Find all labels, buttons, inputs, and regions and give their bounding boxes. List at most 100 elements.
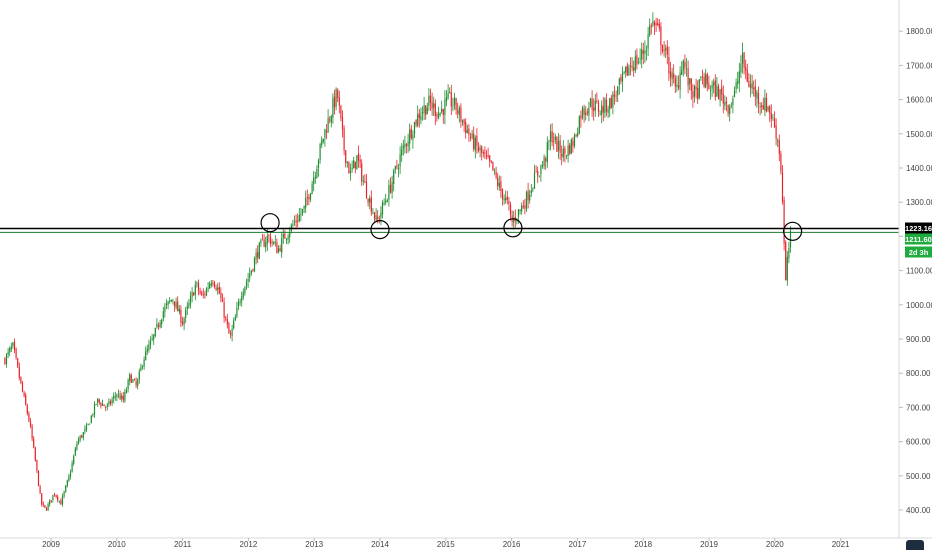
candle-body	[231, 328, 233, 336]
candle-body	[37, 470, 40, 487]
candle-body	[341, 117, 344, 130]
candle-body	[202, 294, 204, 296]
candle-body	[665, 48, 667, 51]
candle-body	[103, 404, 105, 407]
candle-body	[717, 86, 720, 100]
candle-body	[282, 234, 284, 238]
annotation-circle[interactable]	[503, 218, 523, 238]
candle-body	[666, 46, 668, 55]
candle-body	[508, 201, 510, 204]
candle-body	[300, 214, 302, 216]
candle-body	[762, 105, 764, 110]
candle-body	[292, 224, 294, 225]
candle-body	[242, 292, 244, 297]
candle-body	[602, 106, 604, 113]
candle-body	[63, 491, 65, 497]
candle-body	[74, 448, 76, 456]
candle-body	[541, 165, 544, 167]
candle-body	[661, 45, 664, 52]
candle-body	[157, 325, 160, 327]
candle-body	[97, 398, 99, 403]
candle-body	[301, 208, 304, 214]
candle-body	[679, 72, 681, 90]
candle-body	[337, 89, 339, 98]
candle-body	[676, 85, 678, 87]
candle-body	[586, 111, 588, 114]
candle-body	[407, 141, 409, 147]
x-tick-label: 2013	[305, 540, 323, 549]
candle-body	[162, 311, 164, 319]
candle-body	[433, 103, 435, 108]
candle-body	[770, 113, 772, 119]
candle-body	[321, 140, 323, 146]
candle-body	[546, 142, 548, 163]
y-tick-label: 500.00	[906, 472, 931, 481]
candle-body	[660, 26, 662, 46]
y-tick-label: 1100.00	[906, 267, 932, 276]
candle-body	[349, 170, 352, 174]
candle-body	[268, 235, 270, 236]
annotation-circle[interactable]	[260, 213, 280, 233]
candle-body	[754, 86, 756, 97]
candle-body	[45, 508, 48, 511]
candle-body	[82, 432, 84, 438]
candle-body	[652, 21, 654, 25]
candle-body	[383, 202, 385, 204]
y-tick-label: 600.00	[906, 438, 931, 447]
candle-body	[745, 67, 747, 71]
candle-body	[9, 348, 11, 353]
candle-body	[127, 380, 129, 390]
candle-body	[695, 86, 697, 90]
candle-body	[388, 185, 390, 200]
candle-body	[84, 428, 86, 432]
candle-body	[609, 98, 611, 110]
candle-body	[165, 303, 168, 306]
candle-body	[588, 107, 590, 115]
annotation-circle[interactable]	[782, 221, 803, 241]
candle-body	[653, 22, 656, 26]
x-tick-label: 2021	[832, 540, 850, 549]
candle-body	[170, 299, 172, 302]
candle-body	[53, 494, 56, 496]
candle-body	[85, 425, 88, 430]
candle-body	[599, 113, 601, 114]
candle-body	[431, 101, 433, 109]
candle-body	[345, 150, 347, 163]
candle-body	[140, 366, 142, 371]
candle-body	[122, 395, 124, 401]
candle-body	[404, 143, 406, 147]
candle-body	[361, 163, 363, 182]
candle-body	[441, 108, 443, 112]
candle-body	[477, 146, 480, 151]
candle-body	[52, 495, 54, 500]
annotation-circle[interactable]	[370, 220, 390, 240]
candle-body	[447, 92, 449, 99]
candle-body	[423, 105, 425, 113]
candle-body	[410, 128, 412, 139]
candle-body	[239, 301, 241, 303]
candle-body	[570, 139, 572, 154]
candle-body	[241, 296, 243, 302]
candle-body	[338, 97, 340, 106]
candle-body	[316, 168, 318, 179]
candle-body	[589, 98, 592, 107]
candle-body	[530, 190, 532, 194]
candle-body	[257, 251, 259, 258]
candle-body	[658, 24, 660, 29]
candle-body	[450, 92, 452, 107]
candle-body	[735, 82, 737, 90]
candle-body	[701, 76, 704, 78]
y-tick-label: 800.00	[906, 369, 931, 378]
candle-body	[559, 140, 561, 153]
candle-body	[265, 242, 267, 248]
candle-body	[497, 177, 499, 186]
candle-body	[773, 118, 776, 128]
candle-body	[327, 118, 329, 133]
candle-body	[452, 105, 454, 107]
candle-body	[580, 115, 582, 119]
candle-body	[18, 367, 20, 378]
candle-body	[178, 308, 180, 312]
candle-body	[93, 403, 96, 415]
candle-body	[28, 413, 30, 422]
